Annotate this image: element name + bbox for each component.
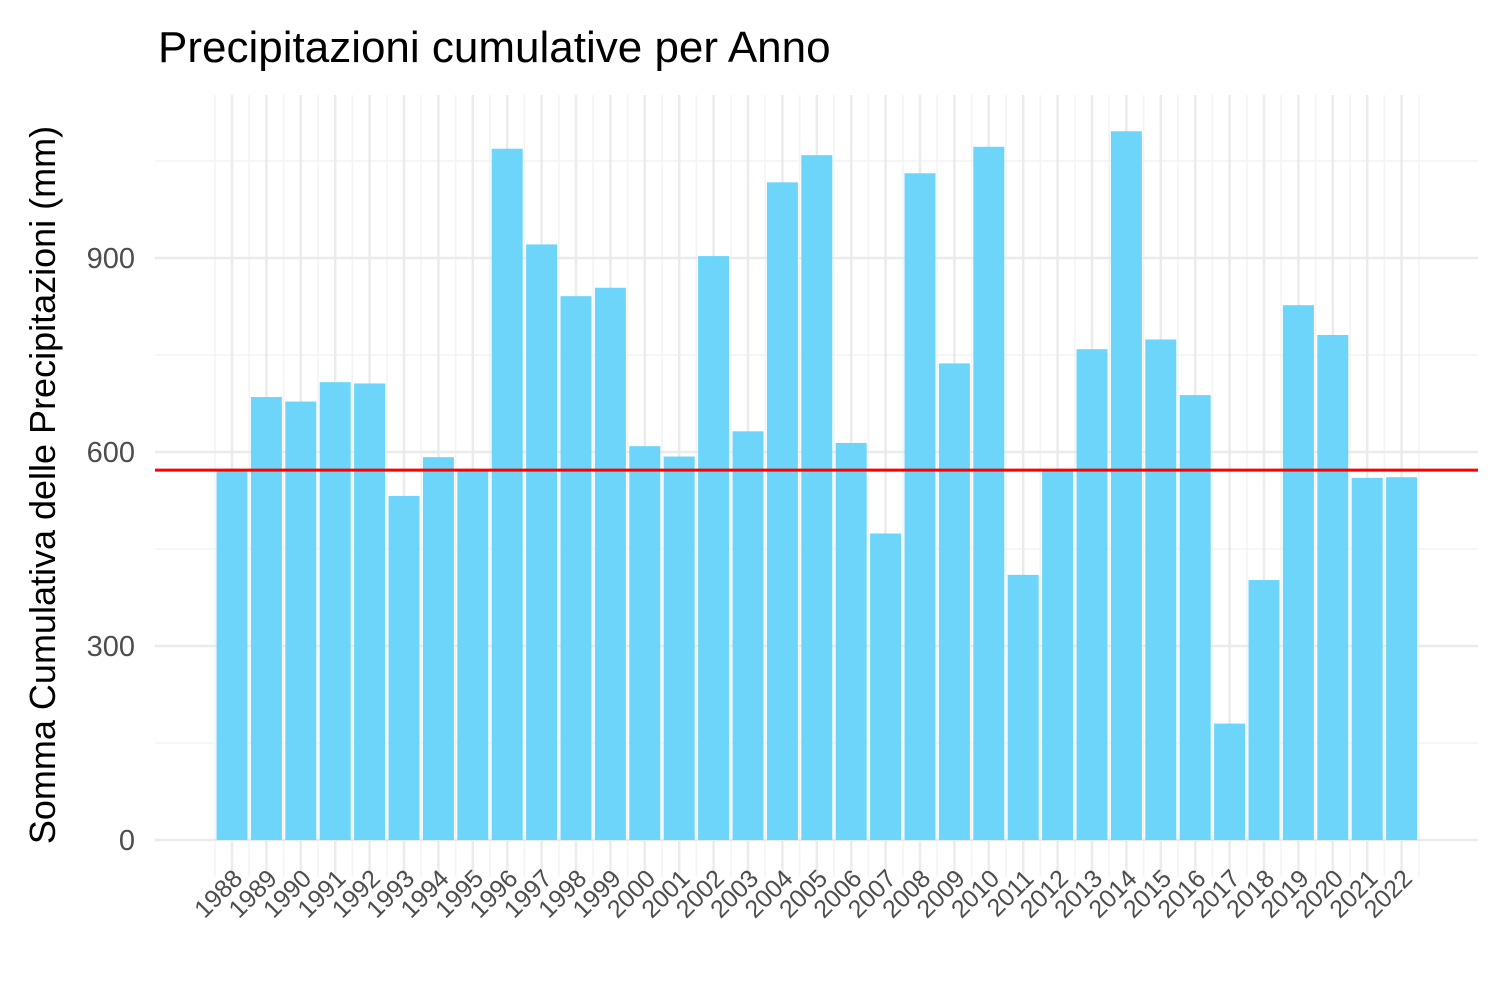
bar-2013 [1076, 349, 1108, 840]
bar-2003 [732, 431, 764, 840]
bar-2016 [1179, 395, 1211, 840]
bar-1995 [457, 471, 489, 840]
bar-1990 [285, 401, 317, 840]
bar-1992 [354, 383, 386, 840]
bar-1999 [594, 287, 626, 840]
bar-2010 [973, 146, 1005, 841]
y-axis-ticks: 0 300 600 900 [87, 243, 135, 857]
bar-2015 [1145, 339, 1177, 840]
bars [216, 131, 1418, 841]
bar-2019 [1282, 305, 1314, 840]
y-axis-label: Somma Cumulativa delle Precipitazioni (m… [22, 126, 63, 844]
bar-2004 [766, 182, 798, 841]
bar-2014 [1110, 131, 1142, 841]
bar-2020 [1317, 334, 1349, 840]
chart-title: Precipitazioni cumulative per Anno [158, 23, 831, 72]
bar-2002 [698, 256, 730, 840]
bar-2000 [629, 446, 661, 840]
bar-2007 [870, 533, 902, 840]
bar-2021 [1351, 477, 1383, 840]
bar-1998 [560, 296, 592, 840]
bar-1997 [526, 244, 558, 841]
bar-1993 [388, 495, 420, 840]
bar-2012 [1042, 471, 1074, 840]
bar-2009 [938, 363, 970, 840]
y-tick-label: 300 [87, 631, 135, 663]
y-tick-label: 0 [119, 825, 135, 857]
bar-2005 [801, 155, 833, 840]
bar-2011 [1007, 574, 1039, 840]
bar-1991 [319, 382, 351, 840]
bar-1989 [250, 397, 282, 840]
y-tick-label: 600 [87, 437, 135, 469]
bar-2008 [904, 173, 936, 840]
bar-1996 [491, 148, 523, 841]
x-axis-ticks: 1988198919901991199219931994199519961997… [189, 864, 1418, 923]
bar-2022 [1386, 477, 1418, 840]
bar-1988 [216, 471, 248, 840]
bar-1994 [422, 457, 454, 840]
bar-2001 [663, 456, 695, 840]
y-tick-label: 900 [87, 243, 135, 275]
bar-2017 [1214, 723, 1246, 840]
bar-2006 [835, 442, 867, 840]
bar-2018 [1248, 580, 1280, 840]
